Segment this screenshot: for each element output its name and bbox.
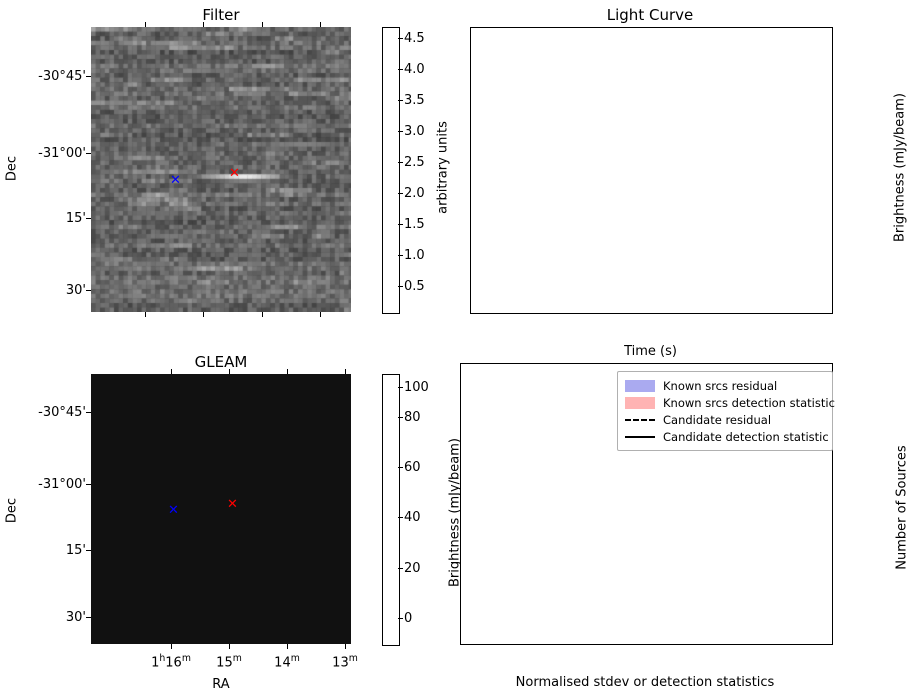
legend-label-candidate-residual: Candidate residual <box>663 412 772 427</box>
gleam-cbar-tick-0: 0 <box>404 611 413 626</box>
histogram-legend: Known srcs residual Known srcs detection… <box>617 371 835 451</box>
filter-cbar-tick-8: 4.5 <box>404 31 425 46</box>
filter-title: Filter <box>202 6 240 24</box>
light-curve-title: Light Curve <box>606 6 694 24</box>
legend-item-known-srcs-residual: Known srcs residual <box>625 377 825 394</box>
light-curve-ylabel: Brightness (mJy/beam) <box>892 93 908 242</box>
legend-solid-line-icon <box>625 435 655 438</box>
filter-cbar-tick-7: 4.0 <box>404 62 425 77</box>
filter-image <box>91 27 351 312</box>
filter-cbar-tick-5: 3.0 <box>404 124 425 139</box>
gleam-red-cross-marker: ✕ <box>227 497 238 512</box>
filter-cbar-tick-0: 0.5 <box>404 279 425 294</box>
legend-swatch-known-srcs-detection-statistic <box>625 396 655 409</box>
light-curve-xlabel: Time (s) <box>624 344 677 359</box>
filter-cbar-tick-6: 3.5 <box>404 93 425 108</box>
histogram-ylabel: Number of Sources <box>894 445 910 570</box>
gleam-ytick-2: 15' <box>65 543 86 558</box>
filter-colorbar-label: arbitrary units <box>435 121 451 214</box>
gleam-cbar-tick-3: 60 <box>404 460 421 475</box>
filter-red-cross-marker: ✕ <box>229 166 240 181</box>
gleam-image <box>91 374 351 644</box>
filter-blue-cross-marker: ✕ <box>170 173 181 188</box>
filter-ytick-2: 15' <box>65 211 86 226</box>
filter-cbar-tick-4: 2.5 <box>404 155 425 170</box>
filter-cbar-tick-3: 2.0 <box>404 186 425 201</box>
histogram-xlabel: Normalised stdev or detection statistics <box>515 675 775 690</box>
legend-label-known-srcs-residual: Known srcs residual <box>663 378 778 393</box>
filter-ytick-0: -30°45' <box>38 69 86 84</box>
filter-colorbar <box>382 27 400 314</box>
gleam-ytick-0: -30°45' <box>38 405 86 420</box>
gleam-ylabel: Dec <box>4 497 20 524</box>
gleam-xtick-2: 14m <box>274 653 300 671</box>
gleam-ytick-1: -31°00' <box>38 477 86 492</box>
filter-cbar-tick-1: 1.0 <box>404 248 425 263</box>
light-curve-plot-area <box>470 27 833 314</box>
legend-dashed-line-icon <box>625 418 655 421</box>
legend-item-known-srcs-detection-statistic: Known srcs detection statistic <box>625 394 835 411</box>
filter-cbar-tick-2: 1.5 <box>404 217 425 232</box>
gleam-xtick-1: 15m <box>216 653 242 671</box>
filter-ylabel: Dec <box>4 155 20 182</box>
legend-item-candidate-detection-statistic: Candidate detection statistic <box>625 428 829 445</box>
legend-item-candidate-residual: Candidate residual <box>625 411 825 428</box>
gleam-ytick-3: 30' <box>65 610 86 625</box>
gleam-blue-cross-marker: ✕ <box>168 503 179 518</box>
gleam-cbar-tick-1: 20 <box>404 561 421 576</box>
gleam-colorbar <box>382 374 400 646</box>
filter-ytick-1: -31°00' <box>38 146 86 161</box>
gleam-cbar-tick-2: 40 <box>404 510 421 525</box>
gleam-xtick-3: 13m <box>332 653 358 671</box>
legend-swatch-known-srcs-residual <box>625 379 655 392</box>
gleam-cbar-tick-4: 80 <box>404 410 421 425</box>
gleam-title: GLEAM <box>194 353 248 371</box>
legend-label-candidate-detection-statistic: Candidate detection statistic <box>663 429 829 444</box>
filter-ytick-3: 30' <box>65 283 86 298</box>
legend-label-known-srcs-detection-statistic: Known srcs detection statistic <box>663 395 835 410</box>
gleam-xlabel: RA <box>212 677 230 692</box>
gleam-xtick-0: 1h16m <box>151 653 191 671</box>
gleam-cbar-tick-5: 100 <box>404 380 429 395</box>
